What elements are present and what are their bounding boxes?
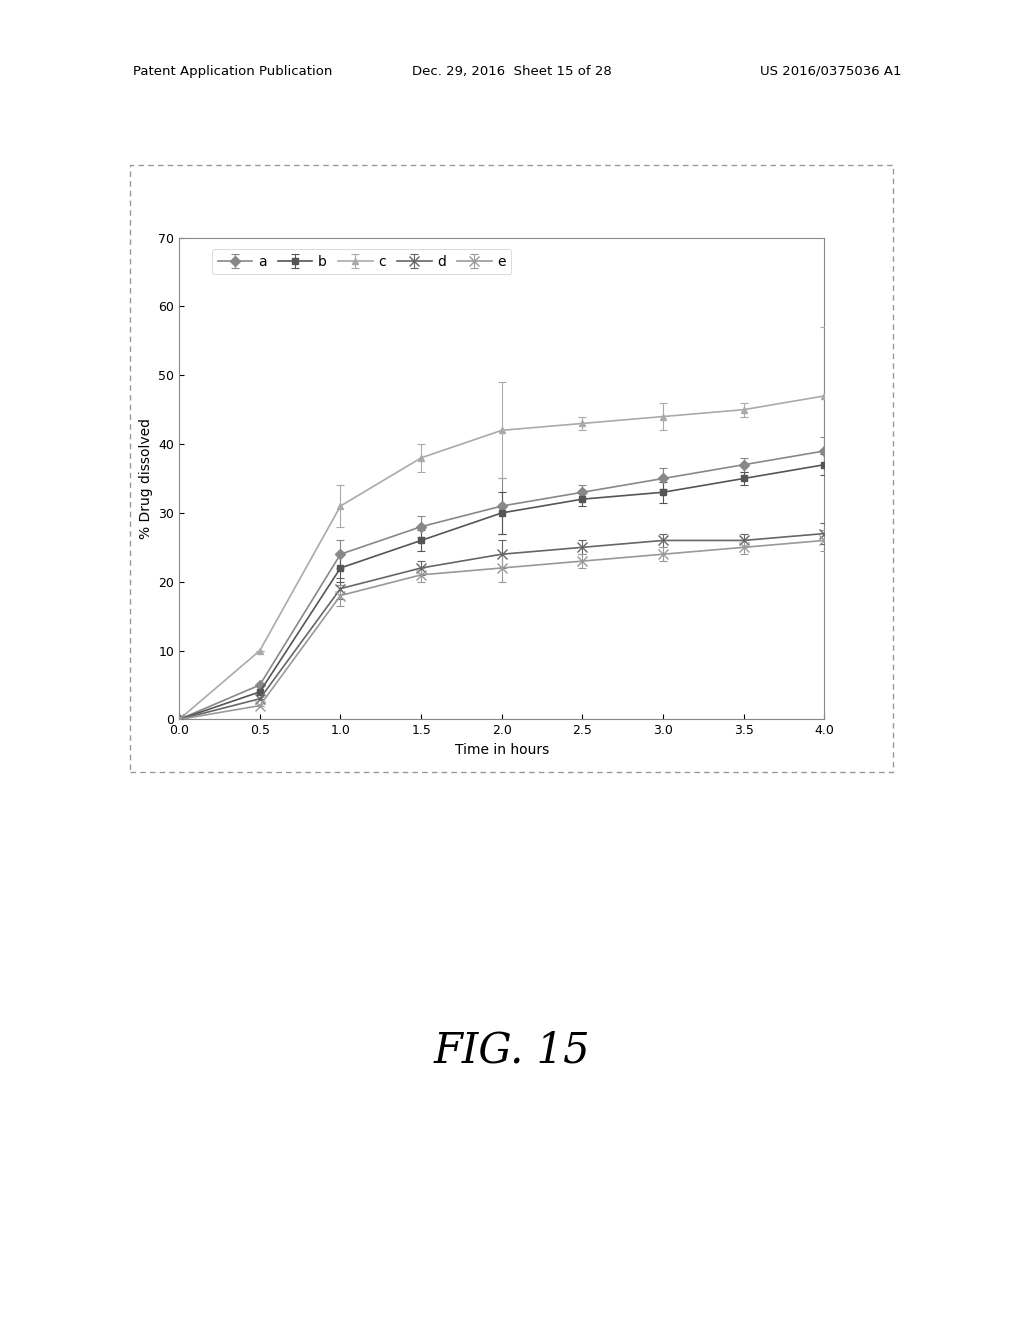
Text: Patent Application Publication: Patent Application Publication bbox=[133, 65, 333, 78]
Text: FIG. 15: FIG. 15 bbox=[434, 1030, 590, 1072]
X-axis label: Time in hours: Time in hours bbox=[455, 743, 549, 756]
Text: US 2016/0375036 A1: US 2016/0375036 A1 bbox=[760, 65, 901, 78]
Text: Dec. 29, 2016  Sheet 15 of 28: Dec. 29, 2016 Sheet 15 of 28 bbox=[412, 65, 612, 78]
Y-axis label: % Drug dissolved: % Drug dissolved bbox=[139, 418, 153, 539]
Legend: a, b, c, d, e: a, b, c, d, e bbox=[212, 249, 511, 275]
